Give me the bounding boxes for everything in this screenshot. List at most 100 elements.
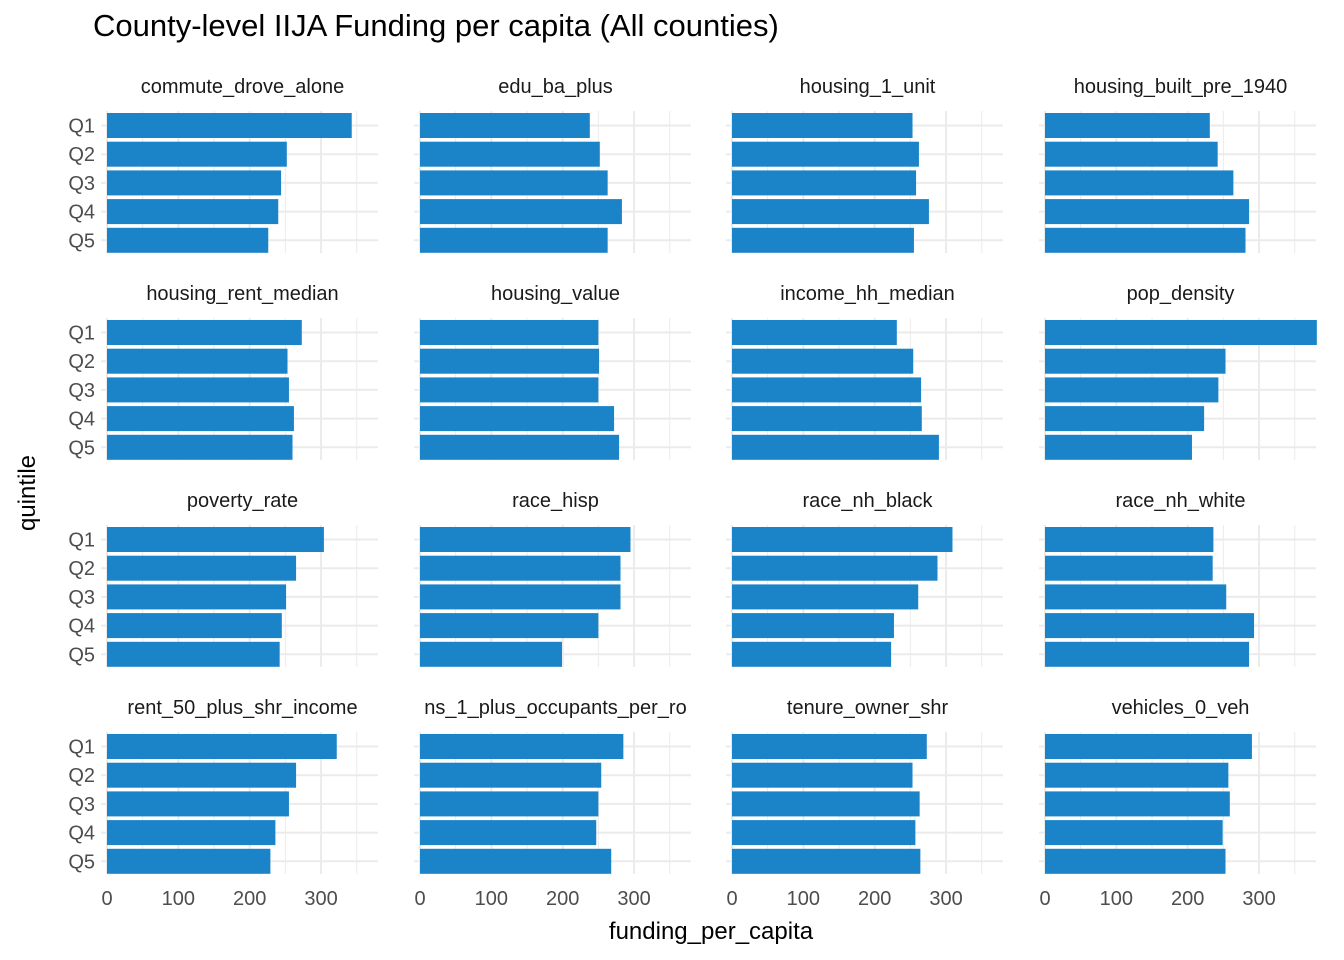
bar xyxy=(107,555,297,581)
facet-panel: housing_1_unit xyxy=(726,76,1003,253)
bar xyxy=(107,348,288,374)
bar xyxy=(1045,141,1218,167)
x-tick-label: 0 xyxy=(414,888,425,910)
bar xyxy=(107,141,287,167)
bar xyxy=(732,170,917,196)
bar xyxy=(1045,584,1227,610)
bar xyxy=(420,613,599,639)
bar xyxy=(420,584,621,610)
bar xyxy=(1045,113,1210,138)
x-tick-label: 200 xyxy=(546,888,579,910)
bar xyxy=(107,406,294,432)
bar xyxy=(1045,348,1226,374)
bar xyxy=(420,848,612,874)
y-tick-label: Q1 xyxy=(68,116,95,138)
bar xyxy=(1045,170,1234,196)
y-tick-label: Q4 xyxy=(68,616,95,638)
bar xyxy=(732,113,913,138)
bar xyxy=(420,555,621,581)
bar xyxy=(1045,377,1219,403)
x-tick-label: 300 xyxy=(617,888,650,910)
facet-strip-label: edu_ba_plus xyxy=(498,76,613,98)
x-tick-label: 100 xyxy=(475,888,508,910)
y-tick-label: Q3 xyxy=(68,173,95,195)
y-tick-label: Q3 xyxy=(68,380,95,402)
x-tick-label: 0 xyxy=(726,888,737,910)
bar xyxy=(420,791,599,817)
bar xyxy=(1045,434,1192,460)
x-tick-label: 200 xyxy=(233,888,266,910)
bar xyxy=(420,348,600,374)
bar xyxy=(732,641,892,667)
bar xyxy=(420,227,608,253)
facet-panel: vehicles_0_veh 0 100 200 300 xyxy=(1039,697,1316,910)
bar xyxy=(732,848,921,874)
bar xyxy=(732,377,922,403)
bar xyxy=(107,227,269,253)
facet-strip-label: vehicles_0_veh xyxy=(1112,697,1250,719)
bar xyxy=(420,527,631,552)
bar xyxy=(420,141,600,167)
x-tick-label: 300 xyxy=(929,888,962,910)
bar xyxy=(420,170,608,196)
facet-strip-label: housing_rent_median xyxy=(146,283,338,305)
bar xyxy=(1045,734,1252,759)
chart-title: County-level IIJA Funding per capita (Al… xyxy=(93,8,779,43)
facet-strip-label: housing_built_pre_1940 xyxy=(1074,76,1288,98)
facet-strip-label: income_hh_median xyxy=(780,283,955,305)
bar xyxy=(732,227,914,253)
facet-panel: pop_density xyxy=(1039,283,1317,460)
bar xyxy=(732,820,916,846)
bar xyxy=(732,199,929,225)
facet-strip-label: race_nh_black xyxy=(802,490,933,512)
facet-panel: commute_drove_alone Q1 Q2 Q3 Q4 Q5 xyxy=(68,76,378,253)
facet-panel: race_nh_black xyxy=(726,490,1003,667)
y-tick-label: Q5 xyxy=(68,644,95,666)
facet-panel: housing_built_pre_1940 xyxy=(1039,76,1316,253)
bar xyxy=(107,527,324,552)
bar xyxy=(107,734,337,759)
facet-strip-label: race_hisp xyxy=(512,490,599,512)
bar xyxy=(732,434,939,460)
x-tick-label: 200 xyxy=(858,888,891,910)
y-tick-label: Q5 xyxy=(68,851,95,873)
bar xyxy=(107,820,276,846)
bar xyxy=(107,762,297,788)
bar xyxy=(1045,527,1214,552)
bar xyxy=(420,734,624,759)
bar xyxy=(732,613,894,639)
bar xyxy=(107,791,289,817)
bar xyxy=(420,406,615,432)
x-tick-label: 100 xyxy=(787,888,820,910)
y-tick-label: Q1 xyxy=(68,737,95,759)
facet-panel: race_nh_white xyxy=(1039,490,1316,667)
bar xyxy=(1045,613,1255,639)
bar xyxy=(732,527,953,552)
bar xyxy=(420,320,599,345)
bar xyxy=(420,641,562,667)
bar xyxy=(732,555,938,581)
facet-panel: ns_1_plus_occupants_per_ro 0 100 200 300 xyxy=(414,697,691,910)
facet-panel: race_hisp xyxy=(414,490,691,667)
y-tick-label: Q2 xyxy=(68,558,95,580)
bar xyxy=(732,141,919,167)
y-tick-label: Q2 xyxy=(68,351,95,373)
bar xyxy=(107,584,287,610)
x-tick-label: 0 xyxy=(1039,888,1050,910)
facet-strip-label: pop_density xyxy=(1127,283,1235,305)
bar xyxy=(732,348,914,374)
y-axis-label: quintile xyxy=(14,454,41,532)
bar xyxy=(1045,555,1213,581)
bar xyxy=(1045,199,1250,225)
x-tick-label: 0 xyxy=(101,888,112,910)
y-tick-label: Q1 xyxy=(68,323,95,345)
bar xyxy=(732,734,927,759)
bar xyxy=(1045,641,1250,667)
bar xyxy=(732,320,897,345)
y-tick-label: Q2 xyxy=(68,765,95,787)
y-tick-label: Q4 xyxy=(68,202,95,224)
bar xyxy=(732,791,920,817)
bar xyxy=(420,820,597,846)
